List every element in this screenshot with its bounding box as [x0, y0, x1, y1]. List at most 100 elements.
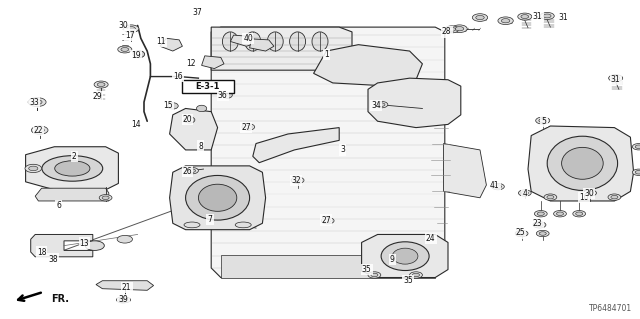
- Text: 37: 37: [192, 8, 202, 17]
- Circle shape: [244, 125, 252, 129]
- Polygon shape: [314, 45, 422, 86]
- Circle shape: [31, 126, 48, 134]
- Circle shape: [495, 185, 502, 188]
- Circle shape: [32, 100, 42, 105]
- Text: 14: 14: [131, 120, 141, 129]
- Circle shape: [515, 230, 528, 237]
- Text: 38: 38: [48, 255, 58, 263]
- Circle shape: [29, 166, 38, 171]
- Circle shape: [371, 273, 378, 277]
- Text: 20: 20: [182, 115, 193, 124]
- Text: 30: 30: [584, 189, 594, 198]
- Ellipse shape: [268, 32, 283, 51]
- Circle shape: [543, 14, 551, 18]
- Circle shape: [554, 211, 566, 217]
- Ellipse shape: [222, 92, 232, 98]
- Text: 4: 4: [522, 189, 527, 198]
- Circle shape: [536, 223, 543, 227]
- Circle shape: [498, 17, 513, 25]
- Text: 25: 25: [515, 228, 525, 237]
- Ellipse shape: [312, 32, 328, 51]
- Polygon shape: [528, 126, 634, 201]
- Polygon shape: [253, 128, 339, 163]
- Polygon shape: [35, 188, 109, 201]
- Circle shape: [28, 98, 46, 107]
- Polygon shape: [96, 281, 154, 290]
- Text: 10: 10: [579, 193, 589, 202]
- Circle shape: [35, 128, 44, 132]
- Circle shape: [539, 119, 547, 122]
- Text: 1: 1: [324, 50, 329, 59]
- Text: 26: 26: [182, 167, 193, 176]
- Polygon shape: [230, 35, 256, 46]
- Circle shape: [611, 195, 618, 199]
- Text: 2: 2: [72, 152, 77, 161]
- Text: 29: 29: [92, 92, 102, 101]
- Ellipse shape: [223, 32, 238, 51]
- Text: 31: 31: [558, 13, 568, 22]
- Ellipse shape: [381, 242, 429, 271]
- Circle shape: [119, 297, 131, 303]
- Circle shape: [538, 212, 544, 216]
- Text: 30: 30: [118, 21, 129, 30]
- Text: 12: 12: [186, 59, 195, 68]
- Text: 28: 28: [442, 27, 451, 36]
- Polygon shape: [444, 144, 486, 198]
- Circle shape: [294, 179, 301, 182]
- Ellipse shape: [290, 32, 306, 51]
- Ellipse shape: [547, 136, 618, 190]
- Polygon shape: [211, 27, 445, 278]
- Ellipse shape: [133, 51, 145, 58]
- Text: 17: 17: [125, 31, 135, 40]
- Ellipse shape: [236, 222, 252, 228]
- Polygon shape: [170, 108, 218, 150]
- Circle shape: [501, 19, 510, 23]
- Circle shape: [533, 222, 546, 228]
- FancyBboxPatch shape: [182, 80, 234, 93]
- Circle shape: [544, 194, 557, 200]
- Circle shape: [122, 298, 128, 301]
- Text: 31: 31: [532, 12, 543, 21]
- Polygon shape: [362, 234, 448, 278]
- Circle shape: [632, 144, 640, 150]
- Ellipse shape: [184, 222, 200, 228]
- Circle shape: [536, 117, 550, 124]
- Ellipse shape: [198, 184, 237, 211]
- Text: 6: 6: [56, 201, 61, 210]
- Text: 3: 3: [340, 145, 345, 154]
- Polygon shape: [202, 56, 224, 69]
- Text: 15: 15: [163, 101, 173, 110]
- Circle shape: [413, 273, 420, 277]
- Circle shape: [476, 15, 484, 20]
- Circle shape: [375, 101, 388, 108]
- Polygon shape: [221, 255, 435, 278]
- Ellipse shape: [184, 117, 195, 123]
- Polygon shape: [368, 78, 461, 128]
- Polygon shape: [26, 147, 118, 190]
- Text: 39: 39: [118, 295, 129, 304]
- Text: 19: 19: [131, 51, 141, 60]
- Text: 11: 11: [157, 37, 166, 46]
- Circle shape: [97, 83, 105, 86]
- Circle shape: [124, 25, 139, 33]
- Ellipse shape: [168, 103, 178, 109]
- Text: 9: 9: [390, 255, 395, 264]
- Circle shape: [242, 124, 255, 130]
- Circle shape: [536, 230, 549, 237]
- Text: 8: 8: [198, 142, 204, 151]
- Text: 23: 23: [532, 219, 543, 228]
- Text: 40: 40: [243, 34, 253, 43]
- Text: 27: 27: [321, 216, 332, 225]
- Circle shape: [368, 272, 381, 278]
- Text: 32: 32: [291, 176, 301, 185]
- Text: 7: 7: [207, 215, 212, 224]
- Circle shape: [518, 232, 525, 235]
- Circle shape: [612, 76, 620, 80]
- Circle shape: [119, 298, 127, 302]
- Ellipse shape: [42, 156, 103, 181]
- Ellipse shape: [392, 248, 418, 264]
- Circle shape: [452, 25, 467, 33]
- Circle shape: [587, 191, 594, 195]
- Circle shape: [608, 194, 621, 200]
- Circle shape: [540, 12, 554, 19]
